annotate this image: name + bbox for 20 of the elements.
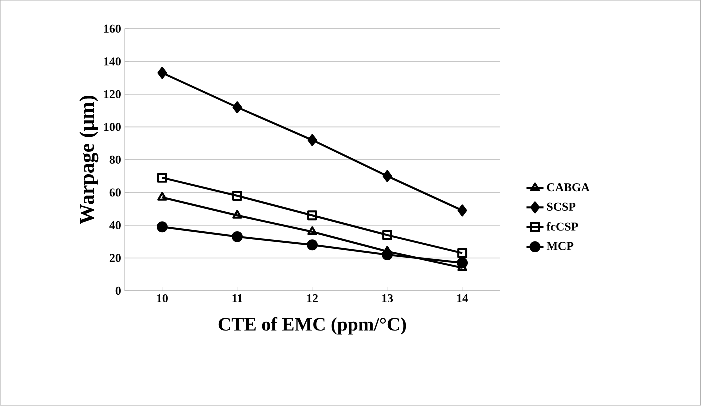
y-tick-label: 160 xyxy=(104,24,121,33)
y-tick-label: 0 xyxy=(116,286,121,296)
y-tick-label: 40 xyxy=(110,221,121,230)
y-axis-title: Warpage (μm) xyxy=(80,96,99,225)
x-tick-label: 14 xyxy=(458,294,468,302)
y-tick-label: 120 xyxy=(104,90,121,98)
legend-label: SCSP xyxy=(547,202,576,212)
legend-label: fcCSP xyxy=(546,222,578,231)
y-tick-label: 80 xyxy=(110,156,121,164)
y-tick-label: 100 xyxy=(104,123,121,132)
x-tick-label: 10 xyxy=(157,294,168,303)
y-tick-label: 60 xyxy=(110,188,121,197)
y-tick-label: 140 xyxy=(104,58,121,66)
x-tick-label: 12 xyxy=(307,294,318,302)
legend-label: CABGA xyxy=(547,184,590,192)
x-tick-label: 11 xyxy=(232,294,243,302)
x-axis-title: CTE of EMC (ppm/°C) xyxy=(218,317,406,335)
legend-label: MCP xyxy=(546,242,574,250)
x-tick-label: 13 xyxy=(382,294,394,303)
y-tick-label: 20 xyxy=(110,254,121,262)
